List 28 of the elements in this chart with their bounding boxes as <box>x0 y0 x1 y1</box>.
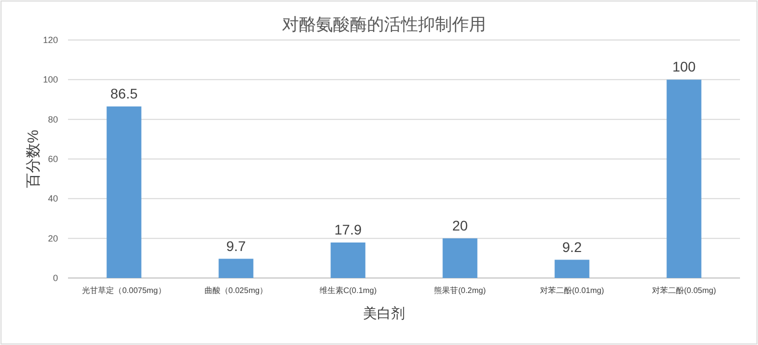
bar <box>106 106 142 278</box>
data-label: 17.9 <box>334 222 362 238</box>
y-axis-title: 百分数% <box>25 130 42 188</box>
y-tick-label: 120 <box>42 35 58 45</box>
data-label: 100 <box>672 58 696 75</box>
data-label: 20 <box>452 217 468 234</box>
y-tick-label: 60 <box>48 154 58 164</box>
y-tick-label: 80 <box>48 114 58 124</box>
y-tick-label: 100 <box>42 74 58 85</box>
bar <box>442 238 478 278</box>
data-label: 9.2 <box>562 238 582 255</box>
data-label: 9.7 <box>226 238 246 254</box>
bar <box>554 260 590 278</box>
chart-title: 对酪氨酸酶的活性抑制作用 <box>282 15 486 34</box>
bar <box>666 80 702 278</box>
x-tick-label: 光甘草定（0.0075mg） <box>82 286 166 295</box>
y-tick-label: 0 <box>52 273 58 283</box>
bar <box>218 258 254 278</box>
x-tick-label: 维生素C(0.1mg) <box>319 286 378 295</box>
x-tick-label: 对苯二酚(0.05mg) <box>652 286 716 295</box>
y-tick-label: 20 <box>48 233 58 244</box>
x-axis-title: 美白剂 <box>363 305 405 321</box>
y-tick-label: 40 <box>48 194 58 204</box>
x-tick-label: 对苯二酚(0.01mg) <box>540 286 604 295</box>
data-label: 86.5 <box>110 85 138 102</box>
x-tick-label: 熊果苷(0.2mg) <box>434 286 486 295</box>
bar <box>330 242 366 278</box>
x-tick-label: 曲酸（0.025mg） <box>204 286 268 295</box>
